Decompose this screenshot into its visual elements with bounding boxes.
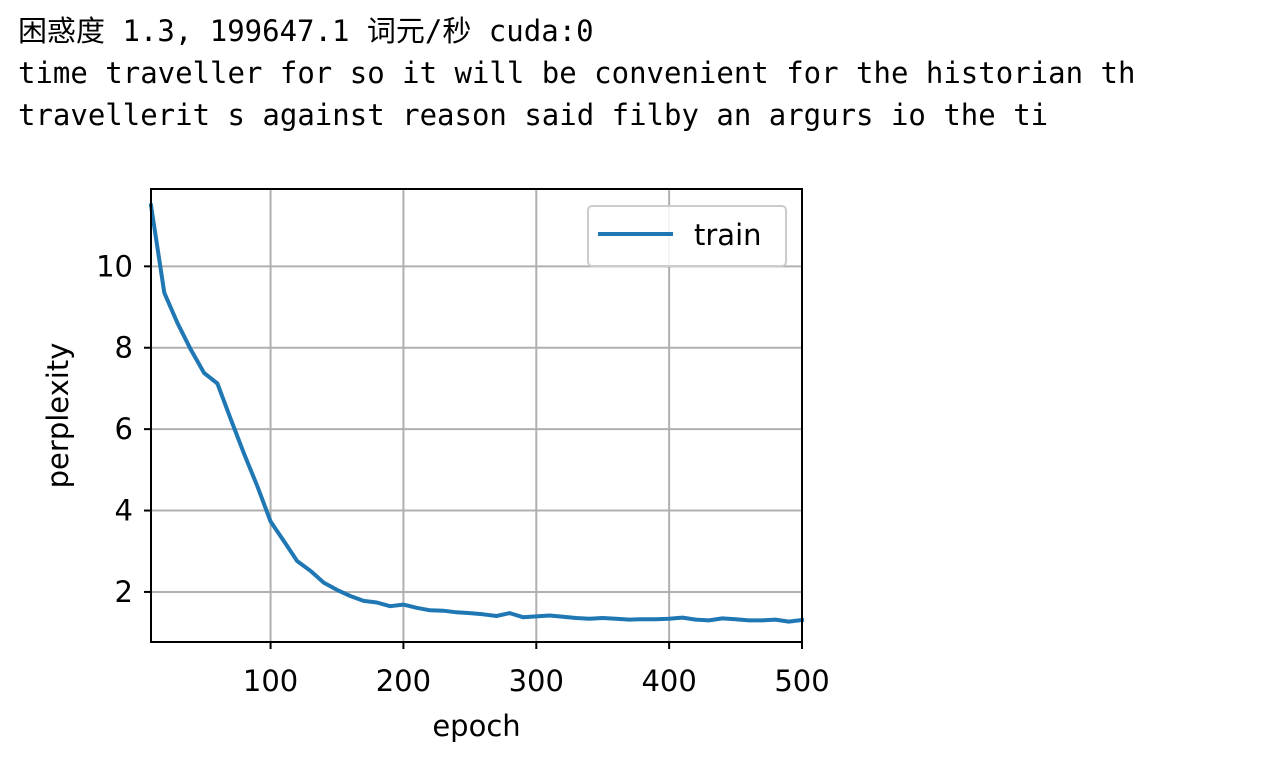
y-axis-label: perplexity <box>41 343 75 489</box>
axis-ticks: 100 200 300 400 500 2 4 6 8 10 <box>96 249 830 698</box>
y-tick-label: 10 <box>96 249 133 283</box>
series-line-train <box>148 203 805 624</box>
output-line-sample-1: time traveller for so it will be conveni… <box>18 56 1136 90</box>
chart-legend: train <box>587 205 787 267</box>
console-output: 困惑度 1.3, 199647.1 词元/秒 cuda:0 time trave… <box>18 10 1278 136</box>
plot-frame <box>150 188 803 643</box>
output-line-status: 困惑度 1.3, 199647.1 词元/秒 cuda:0 <box>18 14 594 48</box>
x-tick-label: 500 <box>774 664 829 698</box>
legend-box <box>587 205 787 267</box>
y-tick-label: 6 <box>115 412 133 446</box>
x-tick-label: 400 <box>641 664 696 698</box>
x-tick-label: 200 <box>376 664 431 698</box>
output-line-sample-2: travellerit s against reason said filby … <box>18 98 1049 132</box>
legend-label-train: train <box>694 218 762 252</box>
series-lines <box>148 203 805 624</box>
x-tick-label: 300 <box>509 664 564 698</box>
x-axis-label: epoch <box>432 709 520 743</box>
y-tick-label: 8 <box>115 331 133 365</box>
y-tick-label: 2 <box>115 575 133 609</box>
x-tick-label: 100 <box>243 664 298 698</box>
y-tick-label: 4 <box>115 494 133 528</box>
